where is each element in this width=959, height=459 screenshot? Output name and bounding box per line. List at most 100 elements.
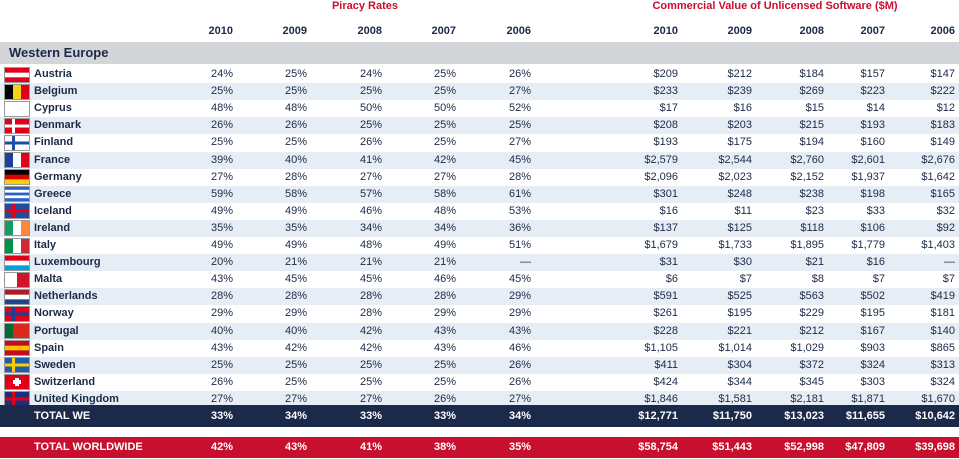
year-header: 2009 [282,25,307,37]
country-name: Malta [34,273,63,286]
piracy-rate: 46% [433,273,456,286]
software-value: $313 [930,358,955,371]
year-header: 2008 [357,25,382,37]
software-value: $16 [733,102,752,115]
software-value: $21 [805,256,824,269]
software-value: $2,760 [790,153,824,166]
piracy-rate: 27% [210,170,233,183]
piracy-rate: — [520,256,531,269]
piracy-rate: 28% [433,290,456,303]
software-value: $301 [653,187,678,200]
flag-icon [4,391,30,408]
piracy-rate: 26% [433,392,456,405]
software-value: $324 [930,375,955,388]
software-value: $269 [799,85,824,98]
piracy-rate: 21% [284,256,307,269]
software-value: $2,676 [921,153,955,166]
piracy-rate: 28% [210,290,233,303]
row-stripe [0,322,959,340]
piracy-rate: 25% [284,68,307,80]
flag-icon [4,340,30,357]
software-value: $33 [866,204,885,217]
software-value: $30 [733,256,752,269]
row-stripe [0,83,959,101]
software-value: $261 [653,307,678,320]
piracy-rate: 53% [508,204,531,217]
flag-icon [4,100,30,117]
software-value: $184 [799,68,824,80]
software-value: $222 [930,85,955,98]
flag-icon [4,83,30,100]
software-value: $1,895 [790,239,824,251]
software-value: $175 [727,136,752,149]
software-value: $209 [653,68,678,80]
software-value: $344 [727,375,752,388]
software-value: — [944,256,955,269]
country-name: Denmark [34,119,82,132]
software-value: $525 [727,290,752,303]
software-value: $324 [860,358,885,371]
total-value: $47,809 [845,441,885,453]
software-value: $1,779 [851,239,885,251]
flag-icon [4,169,30,186]
year-header: 2006 [506,25,531,37]
total-value: $11,750 [712,409,752,422]
piracy-rate: 58% [433,187,456,200]
software-value: $193 [653,136,678,149]
piracy-rate: 29% [508,307,531,320]
piracy-rate: 50% [433,102,456,115]
piracy-rate: 51% [508,239,531,251]
piracy-rate: 25% [433,119,456,132]
piracy-rate: 25% [359,375,382,388]
row-stripe [0,185,959,203]
software-value: $212 [727,68,752,80]
piracy-rate: 45% [359,273,382,286]
piracy-rate: 28% [284,170,307,183]
software-value: $6 [665,273,678,286]
piracy-rate: 27% [508,136,531,149]
software-value: $160 [860,136,885,149]
piracy-rate: 42% [359,324,382,337]
software-value: $149 [930,136,955,149]
piracy-rate: 42% [433,153,456,166]
software-value: $228 [653,324,678,337]
flag-icon [4,237,30,254]
software-value: $183 [930,119,955,132]
piracy-rate: 45% [284,273,307,286]
software-value: $195 [860,307,885,320]
piracy-rate: 25% [433,68,456,80]
piracy-rate: 48% [359,239,382,251]
country-name: United Kingdom [34,392,119,405]
piracy-rate: 40% [284,153,307,166]
software-value: $125 [727,221,752,234]
country-name: Portugal [34,324,79,337]
software-value: $372 [799,358,824,371]
flag-icon [4,357,30,374]
piracy-rate: 28% [359,307,382,320]
software-value: $345 [799,375,824,388]
software-value: $563 [799,290,824,303]
piracy-rate: 43% [508,324,531,337]
country-name: Italy [34,239,57,251]
piracy-rate: 46% [508,341,531,354]
software-value: $2,601 [851,153,885,166]
software-value: $32 [936,204,955,217]
software-value: $167 [860,324,885,337]
piracy-rate: 27% [284,392,307,405]
country-name: Germany [34,170,82,183]
piracy-rate: 41% [359,153,382,166]
year-header: 2007 [431,25,456,37]
software-value: $106 [860,221,885,234]
flag-icon [4,186,30,203]
piracy-rate: 21% [433,256,456,269]
country-name: Norway [34,307,74,320]
section-title: Western Europe [9,45,109,60]
software-value: $147 [930,68,955,80]
software-value: $1,029 [790,341,824,354]
software-value: $1,670 [921,392,955,405]
software-value: $221 [727,324,752,337]
software-value: $248 [727,187,752,200]
software-value: $194 [799,136,824,149]
piracy-rate: 25% [210,358,233,371]
piracy-rate: 27% [508,392,531,405]
